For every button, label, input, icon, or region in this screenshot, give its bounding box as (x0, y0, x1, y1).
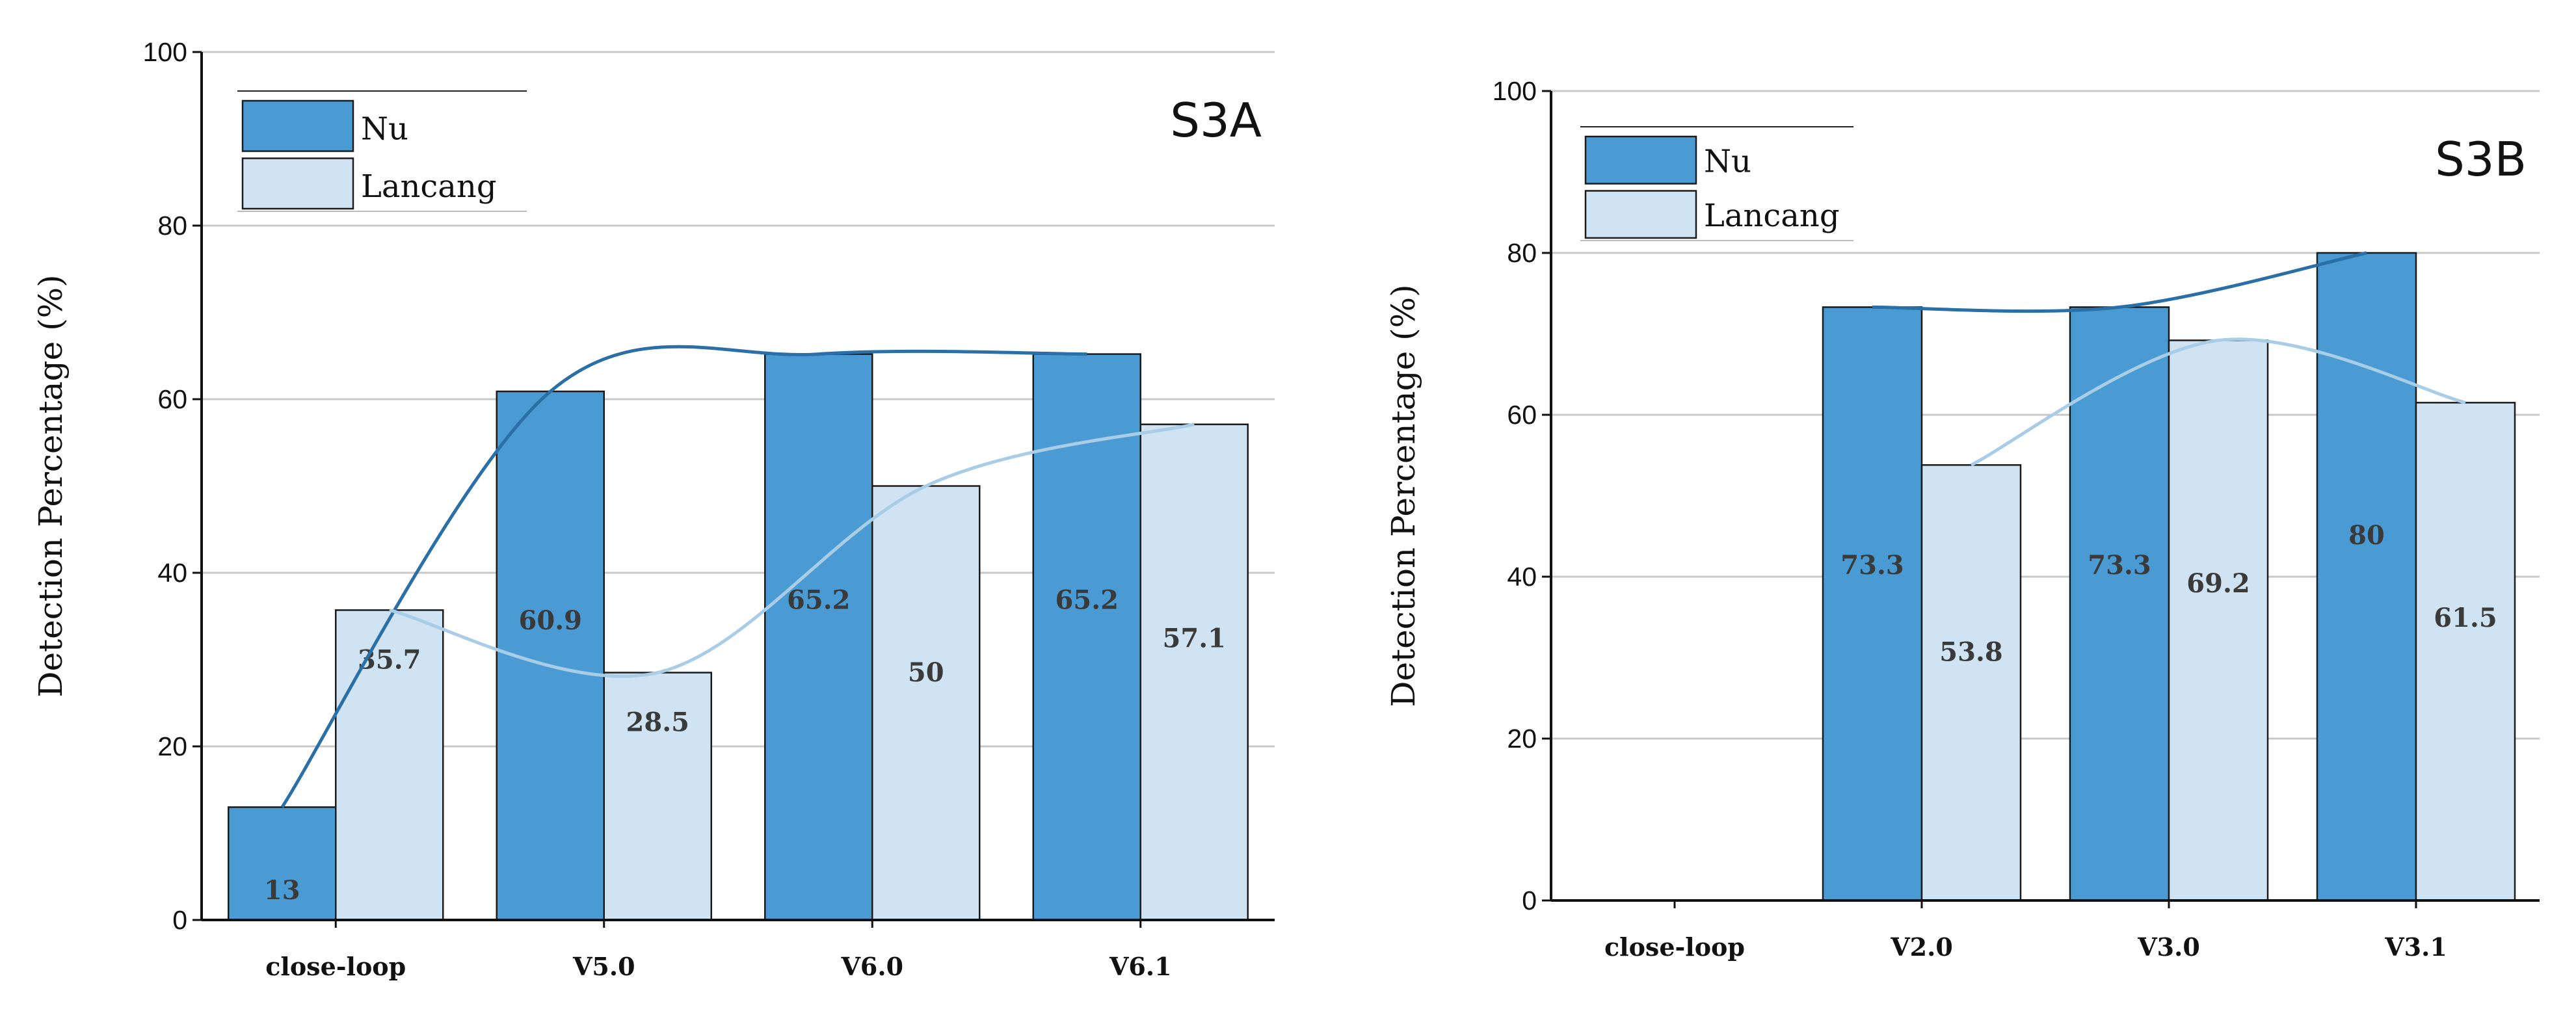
legend-swatch-lancang (241, 157, 354, 210)
x-tick-label: V6.1 (1109, 952, 1172, 981)
legend-label-nu: Nu (1704, 144, 1751, 180)
data-label: 73.3 (2088, 550, 2151, 581)
x-tick-label: V3.0 (2137, 932, 2200, 962)
trend-line-lancang (1970, 337, 2466, 467)
bar-lancang-v3.1 (2415, 402, 2516, 902)
y-tick-label: 100 (143, 37, 187, 67)
legend-swatch-lancang (1584, 190, 1697, 239)
bar-lancang-v6.0 (871, 485, 981, 921)
data-label: 60.9 (519, 605, 582, 636)
x-tick-label: close-loop (1604, 932, 1745, 962)
y-tick-label: 60 (157, 384, 187, 414)
data-label: 35.7 (358, 644, 421, 675)
panel-title: S3A (1170, 93, 1262, 148)
data-label: 65.2 (787, 584, 850, 615)
data-label: 50 (908, 657, 944, 688)
bar-nu-v6.0 (764, 353, 873, 921)
bar-lancang-close-loop (335, 609, 444, 921)
chart-panel-2: 73.3 73.3 80 53.8 69.2 61.5 0 20 40 60 80 100 close-… (1385, 76, 2540, 962)
data-label: 28.5 (626, 707, 689, 738)
data-label: 13 (264, 875, 300, 906)
data-label: 65.2 (1056, 584, 1119, 615)
bar-lancang-v6.1 (1139, 423, 1249, 921)
bar-lancang-v3.0 (2168, 339, 2269, 902)
legend-label-lancang: Lancang (1704, 198, 1840, 234)
legend: Nu Lancang (1580, 126, 1853, 241)
x-tick-label: close-loop (265, 952, 406, 981)
legend-label-lancang: Lancang (361, 168, 497, 205)
y-axis-title: Detection Percentage (%) (32, 274, 70, 697)
legend-label-nu: Nu (361, 111, 408, 148)
bar-lancang-v5.0 (603, 672, 712, 921)
x-tick-label: V6.0 (840, 952, 903, 981)
chart-panel-1: 13 60.9 65.2 65.2 35.7 28.5 50 57.1 0 20 40 60 80 100… (32, 37, 1275, 981)
y-tick-label: 20 (157, 731, 187, 761)
x-tick-label: V3.1 (2384, 932, 2447, 962)
y-tick-label: 80 (157, 211, 187, 241)
data-label: 53.8 (1939, 637, 2002, 668)
y-tick-label: 80 (1507, 238, 1537, 268)
bar-nu-close-loop (228, 806, 337, 921)
data-label: 69.2 (2186, 568, 2250, 599)
legend: Nu Lancang (237, 90, 527, 212)
y-tick-label: 40 (157, 558, 187, 588)
data-label: 57.1 (1163, 624, 1226, 654)
panel-title: S3B (2435, 132, 2527, 187)
trend-line-lancang (389, 423, 1195, 678)
bar-lancang-v2.0 (1920, 464, 2022, 902)
trend-line-nu (280, 345, 1087, 808)
trend-line-nu (1872, 251, 2367, 313)
data-label: 73.3 (1840, 550, 1904, 581)
y-tick-label: 100 (1493, 76, 1537, 106)
y-tick-label: 0 (172, 905, 187, 935)
bar-nu-v2.0 (1822, 306, 1923, 902)
bar-nu-v6.1 (1032, 353, 1141, 921)
x-tick-label: V2.0 (1890, 932, 1953, 962)
y-tick-label: 0 (1522, 886, 1537, 915)
y-axis-title: Detection Percentage (%) (1385, 284, 1422, 707)
y-tick-label: 60 (1507, 400, 1537, 430)
data-label: 61.5 (2434, 603, 2497, 633)
legend-swatch-nu (241, 99, 354, 152)
legend-swatch-nu (1584, 135, 1697, 185)
data-label: 80 (2348, 520, 2385, 551)
y-tick-label: 40 (1507, 562, 1537, 592)
x-tick-label: V5.0 (572, 952, 635, 981)
y-tick-label: 20 (1507, 724, 1537, 754)
bar-nu-v3.1 (2316, 252, 2417, 902)
